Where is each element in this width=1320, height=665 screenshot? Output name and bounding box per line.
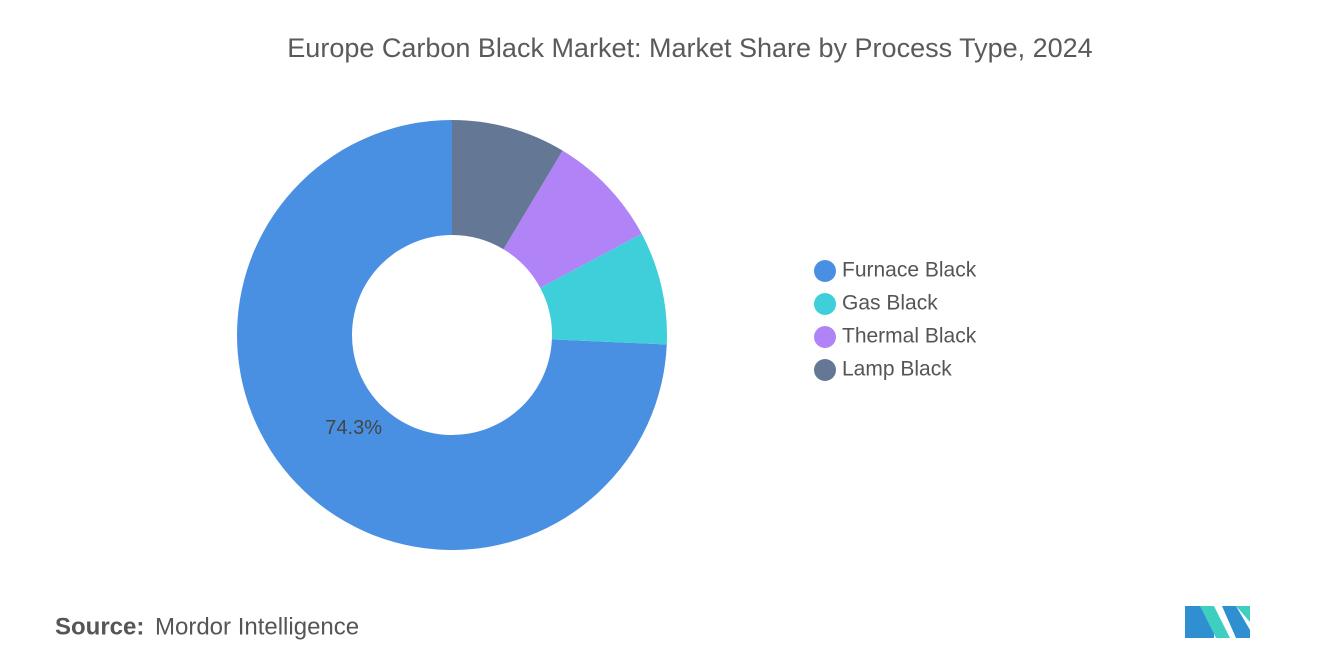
legend-marker [814,293,836,315]
logo [1185,606,1250,638]
legend-marker [814,326,836,348]
slice [452,120,563,250]
legend-marker [814,359,836,381]
slice [236,120,667,550]
legend-label: Lamp Black [842,358,952,381]
slice [540,233,667,345]
legend-label: Gas Black [842,292,938,315]
data-label: 74.3% [325,417,382,439]
source-label: Source: [55,613,144,640]
legend-label: Furnace Black [842,259,977,282]
legend-label: Thermal Black [842,325,977,348]
slice [503,150,642,288]
source: Mordor Intelligence [155,613,359,640]
logo-shape [1200,606,1230,638]
logo-shape [1236,606,1250,622]
logo-shape [1222,606,1250,638]
legend-marker [814,260,836,282]
legend: Furnace Black Gas Black Thermal Black Lamp … [814,259,977,381]
logo-shape [1185,606,1214,638]
chart-title: Europe Carbon Black Market: Market Share… [287,33,1092,63]
donut: 74.3% [236,120,667,550]
